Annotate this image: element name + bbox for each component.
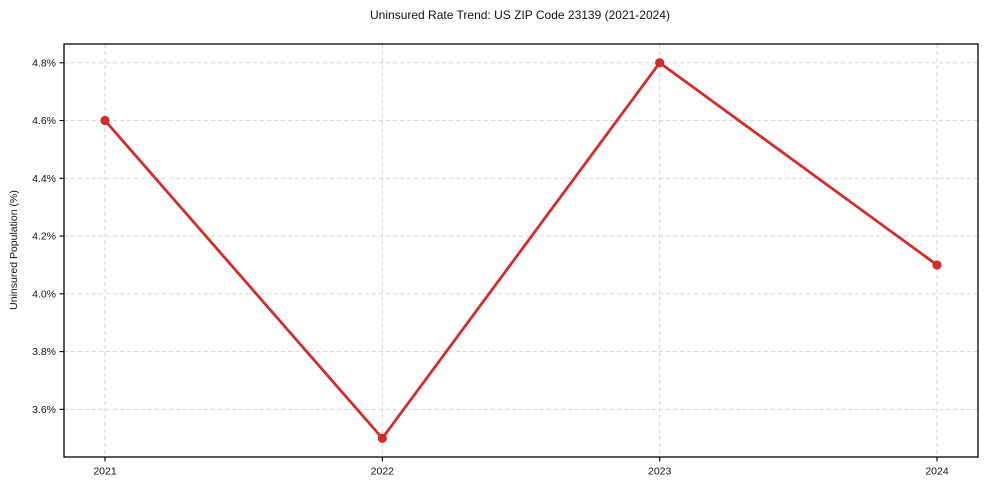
trend-line [103,61,939,440]
data-point-2023 [655,58,665,68]
chart-title: Uninsured Rate Trend: US ZIP Code 23139 … [370,8,670,22]
x-tick-label: 2021 [93,466,117,478]
x-tick-label: 2023 [648,466,672,478]
data-point-2022 [377,433,387,443]
y-tick-label: 4.0% [32,288,56,300]
y-tick-label: 4.6% [32,115,56,127]
y-tick-label: 3.6% [32,404,56,416]
data-point-2024 [932,260,942,270]
y-tick-label: 4.4% [32,173,56,185]
plot-border [63,43,979,458]
x-tick-label: 2022 [371,466,395,478]
y-tick-label: 3.8% [32,346,56,358]
data-point-2021 [100,115,110,126]
x-tick-label: 2024 [925,466,949,478]
y-tick-label: 4.8% [32,57,56,69]
y-tick-label: 4.2% [32,231,56,243]
